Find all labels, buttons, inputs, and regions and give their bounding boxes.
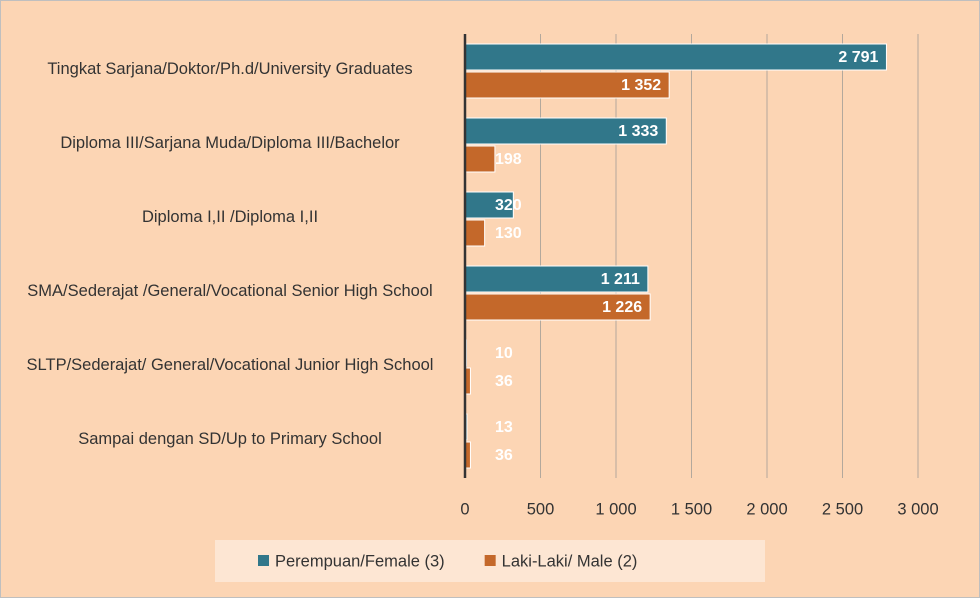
bar xyxy=(464,43,887,71)
legend-label: Perempuan/Female (3) xyxy=(275,552,445,570)
data-label: 1 333 xyxy=(618,123,658,140)
x-tick-label: 1 000 xyxy=(595,500,636,518)
bar xyxy=(464,71,670,99)
bar xyxy=(464,145,496,173)
category-label: Tingkat Sarjana/Doktor/Ph.d/University G… xyxy=(47,60,413,78)
data-label: 2 791 xyxy=(838,49,878,66)
category-label: SMA/Sederajat /General/Vocational Senior… xyxy=(27,282,433,300)
data-label: 1 226 xyxy=(602,299,642,316)
bar xyxy=(464,191,514,219)
bar xyxy=(464,219,486,247)
category-label: Diploma I,II /Diploma I,II xyxy=(141,208,319,226)
x-tick-label: 500 xyxy=(527,500,555,518)
category-label: SLTP/Sederajat/ General/Vocational Junio… xyxy=(26,356,434,374)
bar xyxy=(464,293,651,321)
x-tick-label: 3 000 xyxy=(897,500,938,518)
legend-swatch xyxy=(484,555,496,566)
x-tick-label: 2 000 xyxy=(746,500,787,518)
data-label: 130 xyxy=(495,225,522,242)
legend-label: Laki-Laki/ Male (2) xyxy=(502,552,638,570)
data-label: 320 xyxy=(495,197,522,214)
data-label: 13 xyxy=(495,419,513,436)
data-label: 36 xyxy=(495,373,513,390)
data-label: 1 352 xyxy=(621,77,661,94)
bar xyxy=(464,117,667,145)
data-label: 10 xyxy=(495,345,513,362)
data-label: 198 xyxy=(495,151,522,168)
data-label: 36 xyxy=(495,447,513,464)
data-label: 1 211 xyxy=(601,271,640,288)
x-tick-label: 2 500 xyxy=(822,500,863,518)
category-label: Diploma III/Sarjana Muda/Diploma III/Bac… xyxy=(60,134,400,152)
x-tick-label: 1 500 xyxy=(671,500,712,518)
bar xyxy=(464,265,649,293)
x-tick-label: 0 xyxy=(460,500,469,518)
legend-swatch xyxy=(258,555,269,566)
category-label: Sampai dengan SD/Up to Primary School xyxy=(78,430,382,448)
